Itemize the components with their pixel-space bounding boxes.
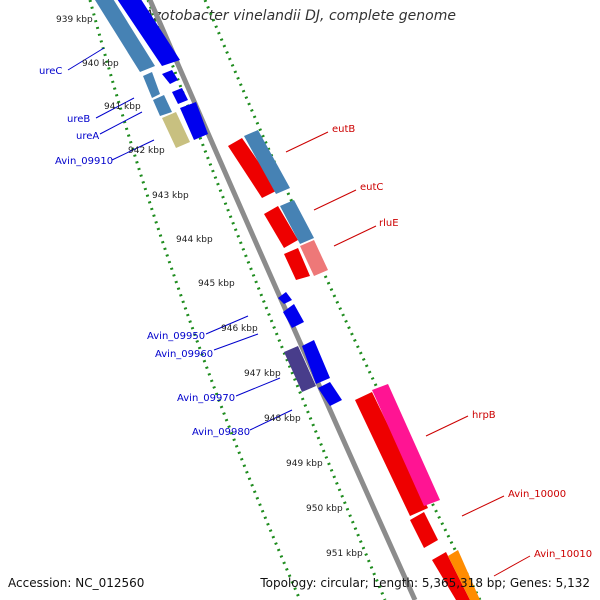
gene-Avin-09950-a [278,292,292,304]
label-Avin-09980: Avin_09980 [192,427,250,438]
tick-943-kbp: 943 kbp [152,191,189,201]
gene-rluE-arrow [284,248,310,280]
tick-944-kbp: 944 kbp [176,235,213,245]
leader-Avin-09910 [111,139,155,161]
label-ureC: ureC [39,66,62,77]
tick-942-kbp: 942 kbp [128,146,165,156]
gene-ureB-arrow [162,70,178,84]
tick-940-kbp: 940 kbp [82,59,119,69]
leader-eutB [285,131,329,153]
gene-Avin-10010-block [448,550,480,600]
leader-eutC [313,189,357,211]
gene-hrpB-block [372,384,440,506]
gene-ureA-arrow [172,88,188,104]
label-Avin-09910: Avin_09910 [55,156,113,167]
gene-ureC-block [95,0,155,72]
label-ureA: ureA [76,131,99,142]
tick-941-kbp: 941 kbp [104,102,141,112]
inner-grid-ring [88,0,302,600]
gene-eutC-block [280,200,314,244]
left-gene-labels: ureC ureB ureA Avin_09910 Avin_09950 Avi… [39,66,250,438]
leader-Avin-09950 [205,315,249,335]
tick-945-kbp: 945 kbp [198,279,235,289]
gene-Avin-10000-arrow [410,512,438,548]
genome-stats-label: Topology: circular; Length: 5,365,318 bp… [260,576,590,590]
gene-ureA-block [153,95,172,116]
tick-949-kbp: 949 kbp [286,459,323,469]
gene-ureB-block [143,72,160,98]
gene-Avin-09950-b [283,304,304,328]
leader-ureA [99,111,143,135]
label-rluE: rluE [379,218,399,229]
label-Avin-09960: Avin_09960 [155,349,213,360]
label-hrpB: hrpB [472,410,496,421]
gene-eutC-arrow [264,206,298,248]
gene-Avin-09970-block [284,346,316,392]
gene-Avin-10010-arrow [432,552,470,600]
leader-Avin-09960 [213,333,259,351]
middle-grid-ring [146,0,387,600]
gene-ureC-arrow [117,0,180,66]
leader-Avin-10010 [493,555,531,577]
leader-rluE [333,225,377,247]
leader-Avin-09980 [249,409,293,431]
label-Avin-10000: Avin_10000 [508,489,566,500]
left-strand-genes [95,0,342,406]
label-ureB: ureB [67,114,90,125]
label-eutC: eutC [360,182,383,193]
tick-946-kbp: 946 kbp [221,324,258,334]
map-title: Azotobacter vinelandii DJ, complete geno… [144,8,456,24]
label-Avin-10010: Avin_10010 [534,549,592,560]
outer-grid-ring [203,0,482,600]
label-Avin-09970: Avin_09970 [177,393,235,404]
leader-Avin-10000 [461,495,505,517]
right-gene-labels: eutB eutC rluE hrpB Avin_10000 Avin_1001… [332,124,592,560]
leader-ureB [95,97,135,119]
gene-eutB-block [244,130,290,194]
gene-Avin-09910-block [162,112,190,148]
accession-label: Accession: NC_012560 [8,576,145,590]
tick-950-kbp: 950 kbp [306,504,343,514]
tick-947-kbp: 947 kbp [244,369,281,379]
label-eutB: eutB [332,124,355,135]
gene-rluE-block [300,240,328,276]
label-Avin-09950: Avin_09950 [147,331,205,342]
tick-951-kbp: 951 kbp [326,549,363,559]
leader-Avin-09970 [235,377,281,397]
tick-948-kbp: 948 kbp [264,414,301,424]
tick-labels: 939 kbp 940 kbp 941 kbp 942 kbp 943 kbp … [56,15,363,559]
leader-hrpB [425,415,469,437]
leader-ureC [67,47,105,71]
right-strand-genes [228,130,480,600]
gene-Avin-09980-arrow [318,382,342,406]
label-leaders [67,47,531,577]
tick-939-kbp: 939 kbp [56,15,93,25]
gene-Avin-09910-arrow [180,102,208,140]
gene-Avin-09960-arrow [302,340,330,384]
gene-hrpB-arrow [355,392,428,516]
gene-eutB-arrow [228,138,278,198]
